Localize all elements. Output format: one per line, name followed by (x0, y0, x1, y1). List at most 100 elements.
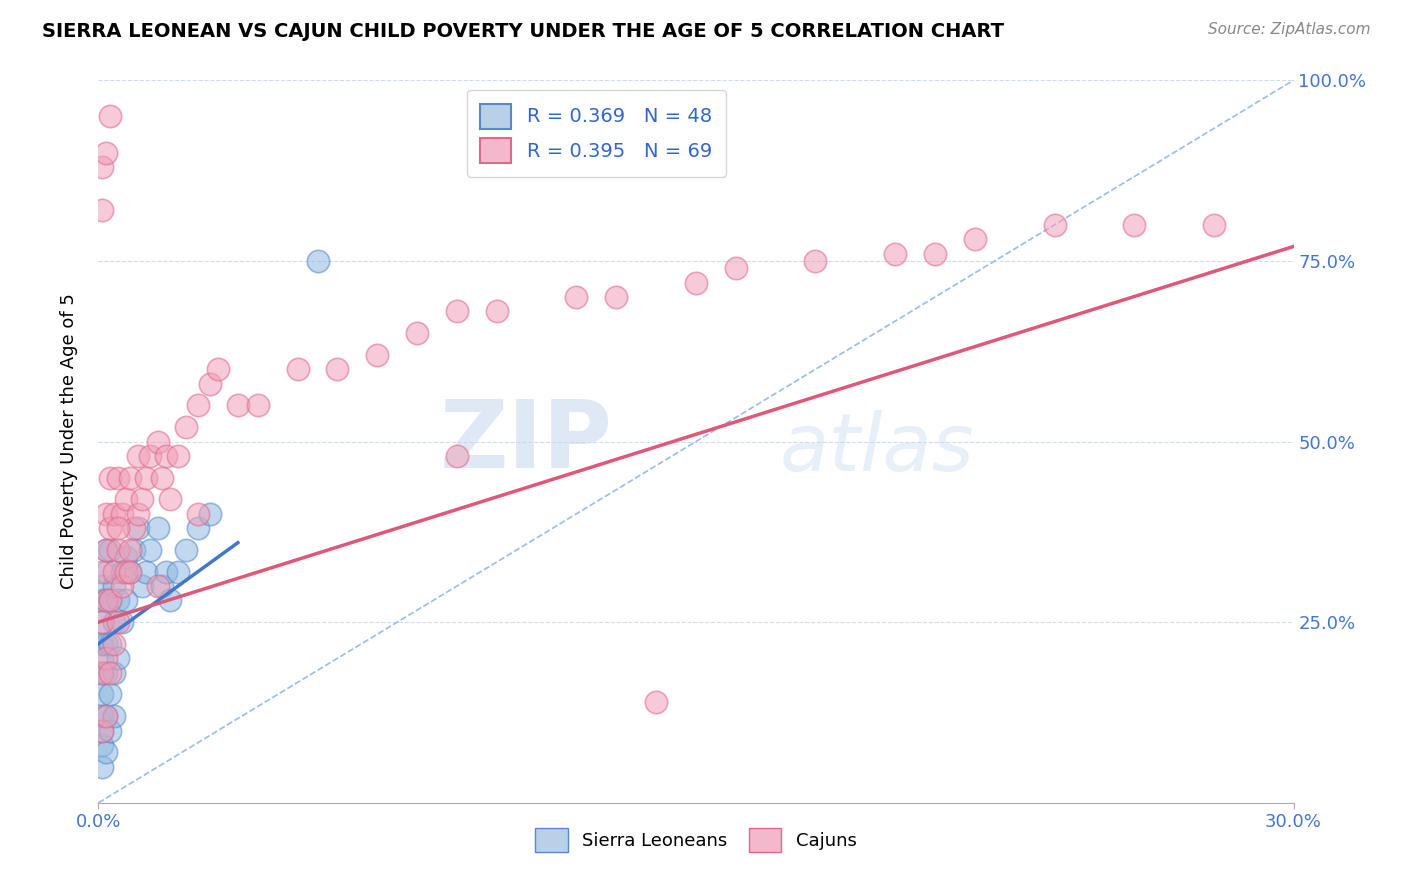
Point (150, 470, 173, 484)
Text: SIERRA LEONEAN VS CAJUN CHILD POVERTY UNDER THE AGE OF 5 CORRELATION CHART: SIERRA LEONEAN VS CAJUN CHILD POVERTY UN… (42, 22, 1004, 41)
Point (98, 665, 122, 680)
Point (96, 507, 118, 521)
Point (91, 203, 114, 218)
Text: atlas: atlas (779, 409, 974, 488)
Point (91, 665, 114, 680)
Point (120, 470, 142, 484)
Point (724, 261, 747, 276)
Point (115, 565, 138, 579)
Point (96, 593, 118, 607)
Point (111, 565, 134, 579)
Point (446, 304, 468, 318)
Point (98, 593, 122, 607)
Point (96, 637, 118, 651)
Point (91, 651, 114, 665)
Point (120, 542, 142, 557)
Point (96, 745, 118, 759)
Point (115, 492, 138, 507)
Text: Source: ZipAtlas.com: Source: ZipAtlas.com (1208, 22, 1371, 37)
Point (91, 579, 114, 593)
Point (131, 579, 153, 593)
Point (167, 449, 190, 463)
Point (963, 232, 986, 246)
Point (91, 760, 114, 774)
Point (155, 565, 177, 579)
Point (107, 542, 129, 557)
Point (98, 593, 122, 607)
Point (91, 637, 114, 651)
Point (91, 565, 114, 579)
Point (155, 449, 177, 463)
Point (91, 160, 114, 174)
Point (115, 550, 138, 565)
Point (91, 615, 114, 630)
Point (167, 565, 190, 579)
Point (103, 615, 125, 630)
Point (307, 253, 329, 268)
Point (135, 470, 157, 484)
Point (804, 253, 827, 268)
Point (187, 507, 209, 521)
Point (174, 542, 197, 557)
Point (98, 687, 122, 701)
Point (103, 579, 125, 593)
Point (1123, 218, 1146, 232)
Point (107, 521, 129, 535)
Point (96, 145, 118, 160)
Point (605, 290, 627, 304)
Point (198, 507, 221, 521)
Point (91, 709, 114, 723)
Point (107, 651, 129, 665)
Point (287, 362, 309, 376)
Point (131, 492, 153, 507)
Point (96, 651, 118, 665)
Point (924, 246, 946, 260)
Point (127, 521, 149, 535)
Point (91, 687, 114, 701)
Point (446, 449, 468, 463)
Point (1043, 218, 1066, 232)
Point (98, 110, 122, 124)
Point (103, 665, 125, 680)
Point (159, 593, 181, 607)
Legend: Sierra Leoneans, Cajuns: Sierra Leoneans, Cajuns (527, 822, 865, 859)
Point (127, 449, 149, 463)
Y-axis label: Child Poverty Under the Age of 5: Child Poverty Under the Age of 5 (59, 293, 77, 590)
Point (246, 398, 269, 412)
Point (96, 665, 118, 680)
Point (103, 709, 125, 723)
Point (96, 593, 118, 607)
Point (124, 542, 146, 557)
Point (174, 420, 197, 434)
Point (103, 565, 125, 579)
Point (139, 542, 162, 557)
Point (135, 565, 157, 579)
Point (150, 579, 173, 593)
Point (103, 507, 125, 521)
Point (91, 738, 114, 752)
Text: ZIP: ZIP (440, 395, 613, 488)
Point (107, 470, 129, 484)
Point (124, 521, 146, 535)
Point (187, 398, 209, 412)
Point (107, 615, 129, 630)
Point (120, 565, 142, 579)
Point (207, 362, 229, 376)
Point (91, 723, 114, 738)
Point (187, 521, 209, 535)
Point (96, 565, 118, 579)
Point (98, 521, 122, 535)
Point (98, 542, 122, 557)
Point (96, 709, 118, 723)
Point (120, 565, 142, 579)
Point (127, 507, 149, 521)
Point (148, 579, 170, 593)
Point (107, 593, 129, 607)
Point (96, 542, 118, 557)
Point (1202, 218, 1225, 232)
Point (884, 246, 907, 260)
Point (148, 434, 170, 449)
Point (485, 304, 508, 318)
Point (198, 376, 221, 391)
Point (98, 637, 122, 651)
